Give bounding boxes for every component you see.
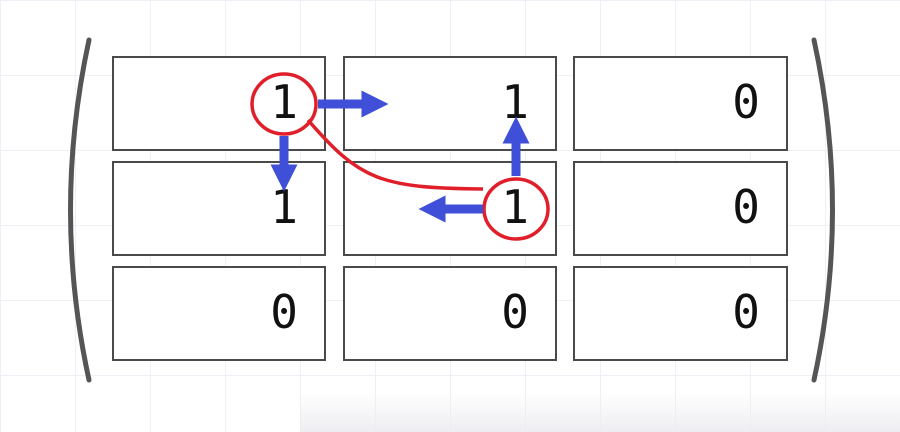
- matrix-cell-r3c2[interactable]: 0: [343, 266, 557, 361]
- cell-value: 1: [270, 179, 298, 234]
- cell-value: 0: [270, 284, 298, 339]
- cell-value: 0: [732, 74, 760, 129]
- right-parenthesis: [811, 37, 835, 383]
- matrix-cell-r2c1[interactable]: 1: [112, 161, 326, 256]
- matrix-cell-r1c3[interactable]: 0: [573, 56, 788, 151]
- cell-value: 1: [270, 74, 298, 129]
- cell-value: 0: [501, 284, 529, 339]
- matrix-cell-r2c2[interactable]: 1: [343, 161, 557, 256]
- cell-value: 0: [732, 284, 760, 339]
- bottom-shadow: [300, 392, 900, 432]
- cell-value: 1: [501, 74, 529, 129]
- left-parenthesis: [68, 37, 92, 383]
- matrix-cell-r2c3[interactable]: 0: [573, 161, 788, 256]
- matrix-cell-r3c1[interactable]: 0: [112, 266, 326, 361]
- cell-value: 0: [732, 179, 760, 234]
- cell-value: 1: [501, 179, 529, 234]
- matrix-cell-r3c3[interactable]: 0: [573, 266, 788, 361]
- matrix-cell-r1c1[interactable]: 1: [112, 56, 326, 151]
- matrix-cell-r1c2[interactable]: 1: [343, 56, 557, 151]
